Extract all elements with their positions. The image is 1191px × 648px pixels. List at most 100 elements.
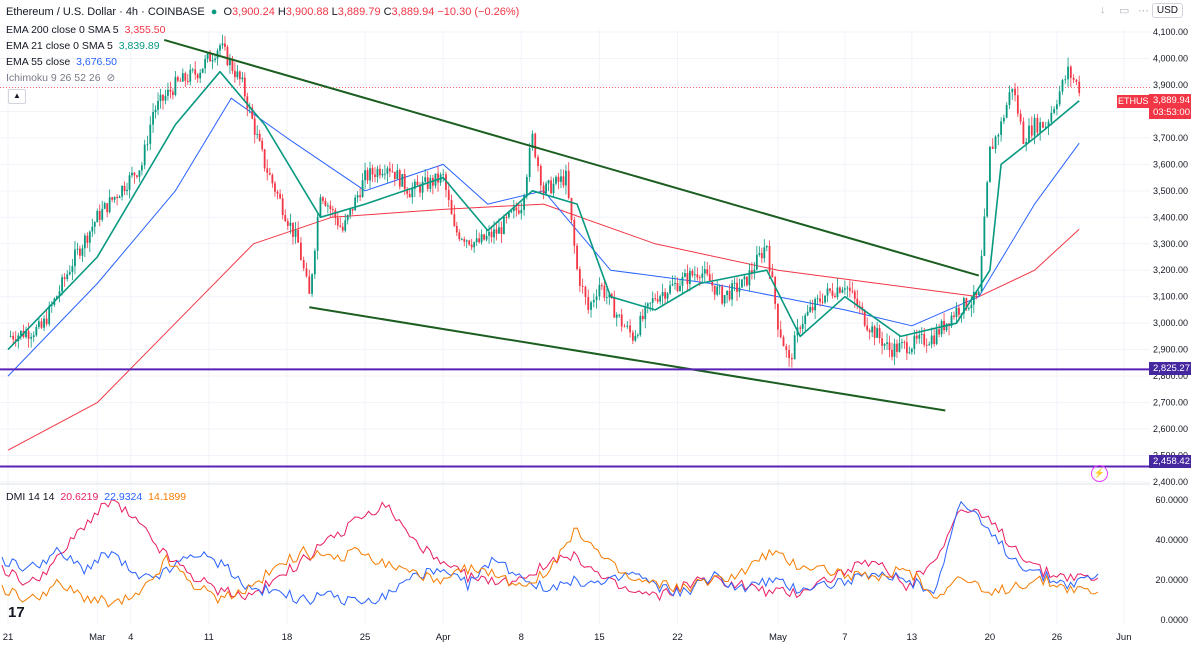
candle-body bbox=[143, 144, 146, 166]
candle-body bbox=[154, 109, 157, 113]
candle-body bbox=[1033, 117, 1036, 136]
candle-body bbox=[1025, 142, 1028, 145]
candle-body bbox=[693, 274, 696, 276]
candle-body bbox=[733, 282, 736, 284]
dmi-legend[interactable]: DMI 14 14 20.6219 22.9324 14.1899 bbox=[6, 490, 189, 504]
symbol-legend: Ethereum / U.S. Dollar · 4h · COINBASE ●… bbox=[6, 5, 525, 19]
candle-body bbox=[413, 181, 416, 189]
candle-body bbox=[785, 346, 788, 351]
candle-body bbox=[123, 185, 126, 192]
candle-body bbox=[48, 305, 51, 325]
time-tick-label: Jun bbox=[1116, 632, 1131, 643]
candle-body bbox=[136, 175, 138, 177]
candle-body bbox=[629, 325, 631, 333]
candle-body bbox=[748, 270, 751, 286]
candle-body bbox=[447, 189, 450, 201]
candle-body bbox=[1039, 122, 1042, 133]
candle-body bbox=[517, 210, 520, 214]
collapse-legend-button[interactable]: ▲ bbox=[8, 89, 26, 104]
candle-body bbox=[96, 211, 99, 223]
candle-body bbox=[994, 136, 997, 149]
candle-body bbox=[741, 279, 743, 288]
lightning-icon[interactable]: ⚡ bbox=[1091, 465, 1108, 482]
candle-body bbox=[12, 335, 15, 340]
indicator-label: Ichimoku 9 26 52 26 bbox=[6, 72, 101, 84]
candle-body bbox=[950, 315, 953, 327]
indicator-legend-ichimoku[interactable]: Ichimoku 9 26 52 26 ⊘ bbox=[6, 71, 118, 85]
candle-body bbox=[111, 197, 114, 200]
candle-body bbox=[933, 335, 936, 344]
candle-body bbox=[238, 71, 241, 80]
candle-body bbox=[834, 295, 836, 297]
candle-body bbox=[866, 325, 869, 331]
candle-body bbox=[493, 229, 495, 238]
candle-body bbox=[587, 296, 590, 310]
candle-body bbox=[831, 290, 834, 296]
candle-body bbox=[475, 238, 478, 243]
indicator-legend-ema21[interactable]: EMA 21 close 0 SMA 5 3,839.89 bbox=[6, 39, 163, 53]
candle-body bbox=[955, 307, 958, 317]
currency-selector[interactable]: USD bbox=[1151, 3, 1183, 18]
candle-body bbox=[442, 174, 445, 176]
candle-body bbox=[133, 172, 136, 176]
candle-body bbox=[379, 168, 381, 176]
symbol-title[interactable]: Ethereum / U.S. Dollar · 4h · COINBASE bbox=[6, 6, 205, 18]
candle-body bbox=[881, 338, 883, 346]
visibility-off-icon[interactable]: ⊘ bbox=[106, 72, 116, 84]
support-high-tag: 2,825.27 bbox=[1149, 362, 1191, 375]
candle-body bbox=[366, 170, 369, 181]
candle-body bbox=[989, 146, 991, 183]
candle-body bbox=[500, 227, 503, 235]
candle-body bbox=[839, 287, 841, 293]
candle-body bbox=[81, 248, 84, 256]
candle-body bbox=[826, 288, 829, 296]
candle-body bbox=[878, 328, 881, 339]
candle-body bbox=[349, 208, 352, 216]
candle-body bbox=[32, 335, 35, 337]
candle-body bbox=[221, 43, 224, 46]
candle-body bbox=[975, 291, 978, 296]
candle-body bbox=[1075, 79, 1078, 82]
indicator-legend-ema200[interactable]: EMA 200 close 0 SMA 5 3,355.50 bbox=[6, 23, 168, 37]
candle-body bbox=[421, 181, 424, 193]
indicator-value: 3,355.50 bbox=[124, 24, 166, 36]
candle-body bbox=[608, 294, 611, 298]
candle-body bbox=[1055, 104, 1058, 110]
candle-body bbox=[567, 170, 570, 198]
minimize-icon[interactable]: ▭ bbox=[1119, 5, 1130, 17]
candle-body bbox=[528, 148, 531, 178]
price-tick-label: 4,000.00 bbox=[1153, 53, 1188, 63]
candle-body bbox=[743, 276, 746, 280]
indicator-legend-ema55[interactable]: EMA 55 close 3,676.50 bbox=[6, 55, 120, 69]
candle-body bbox=[243, 77, 246, 97]
candle-body bbox=[592, 300, 595, 303]
candle-body bbox=[341, 226, 344, 231]
candle-body bbox=[753, 269, 756, 273]
ohlc-key: C bbox=[383, 6, 392, 18]
candle-body bbox=[266, 168, 269, 173]
ohlc-key: L bbox=[331, 6, 338, 18]
ohlc-value: −10.30 (−0.26%) bbox=[437, 6, 520, 18]
candle-body bbox=[799, 327, 802, 329]
candle-body bbox=[35, 326, 38, 336]
candle-body bbox=[261, 140, 264, 150]
candle-body bbox=[76, 248, 79, 250]
candle-body bbox=[605, 297, 608, 298]
candle-body bbox=[726, 290, 728, 296]
candle-body bbox=[913, 335, 916, 349]
candle-body bbox=[746, 276, 748, 286]
candle-body bbox=[316, 216, 319, 251]
candle-body bbox=[384, 173, 386, 175]
candle-body bbox=[507, 212, 510, 218]
arrow-down-icon[interactable]: ↓ bbox=[1100, 4, 1106, 16]
candle-body bbox=[703, 269, 706, 274]
candle-body bbox=[708, 274, 711, 282]
candle-body bbox=[308, 276, 311, 294]
candle-body bbox=[728, 290, 731, 300]
candle-body bbox=[101, 208, 104, 220]
candle-body bbox=[231, 59, 234, 71]
settings-icon[interactable]: ⋯ bbox=[1138, 5, 1149, 17]
candle-body bbox=[886, 342, 888, 345]
candle-body bbox=[706, 269, 709, 275]
